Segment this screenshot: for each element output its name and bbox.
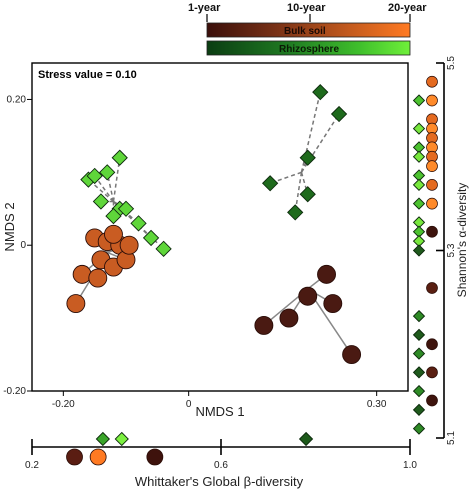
alpha-bulk-soil-point-11 (426, 282, 438, 294)
alpha-tick-label-2: 5.1 (446, 431, 457, 445)
beta-bulk-soil-point-1 (89, 448, 107, 466)
nmds-y-tick-label-0: 0.20 (7, 94, 27, 105)
nmds-x-axis-label: NMDS 1 (195, 404, 244, 419)
point-bulk-soil-old-1 (323, 294, 343, 313)
spider-line-rhizosphere-old-4 (300, 172, 309, 195)
nmds-y-tick-label-2: -0.20 (3, 386, 26, 397)
point-bulk-soil-old-2 (279, 308, 299, 328)
alpha-rhizosphere-point-0 (412, 94, 426, 107)
alpha-tick-label-0: 5.5 (446, 56, 457, 70)
alpha-bulk-soil-point-1 (426, 94, 438, 107)
point-rhizosphere-young-5 (105, 207, 122, 225)
beta-diversity-strip: 0.2 0.6 1.0 (25, 431, 417, 471)
spider-line-rhizosphere-old-1 (300, 113, 340, 173)
alpha-bulk-soil-point-9 (426, 197, 438, 210)
spider-line-rhizosphere-young-10 (94, 175, 115, 202)
spider-line-rhizosphere-old-3 (269, 171, 302, 184)
rhizosphere-legend-label: Rhizosphere (279, 44, 339, 55)
alpha-bulk-soil-point-13 (426, 366, 438, 379)
bulk-soil-legend-label: Bulk soil (284, 26, 326, 37)
point-bulk-soil-old-0 (317, 264, 336, 284)
alpha-rhizosphere-point-16 (412, 403, 426, 417)
alpha-bulk-soil-point-7 (426, 160, 438, 172)
point-rhizosphere-old-3 (261, 175, 279, 192)
stress-value-label: Stress value = 0.10 (38, 69, 137, 81)
point-bulk-soil-young-7 (72, 264, 92, 284)
beta-rhizosphere-point-0 (95, 431, 111, 447)
nmds-y-axis-label: NMDS 2 (2, 202, 17, 251)
point-rhizosphere-old-4 (299, 186, 316, 203)
alpha-bulk-soil-point-12 (426, 338, 438, 351)
alpha-rhizosphere-point-15 (412, 384, 426, 398)
alpha-rhizosphere-point-3 (412, 150, 426, 163)
alpha-rhizosphere-point-10 (412, 244, 426, 257)
alpha-diversity-strip: 5.5 5.3 5.1 (412, 56, 457, 445)
alpha-rhizosphere-point-6 (412, 197, 426, 210)
beta-tick-label-0: 0.2 (25, 460, 39, 471)
spider-line-rhizosphere-young-2 (112, 157, 121, 202)
alpha-bulk-soil-point-0 (426, 75, 438, 88)
point-rhizosphere-young-7 (117, 200, 135, 217)
alpha-rhizosphere-point-17 (412, 422, 426, 435)
alpha-tick-label-1: 5.3 (446, 243, 457, 257)
beta-bulk-soil-point-2 (146, 448, 164, 466)
nmds-axes: -0.20 0 0.30 0.20 0 -0.20 (3, 94, 387, 410)
beta-tick-label-1: 0.6 (214, 460, 228, 471)
point-rhizosphere-young-6 (130, 215, 147, 232)
point-bulk-soil-young-8 (66, 294, 86, 313)
point-bulk-soil-old-4 (298, 286, 318, 306)
alpha-bulk-soil-point-10 (426, 225, 438, 238)
point-rhizosphere-young-1 (99, 164, 116, 181)
point-rhizosphere-old-2 (299, 149, 316, 166)
point-rhizosphere-young-3 (92, 193, 110, 210)
nmds-plot-frame (31, 62, 409, 392)
rhizosphere-gradient-bar (206, 40, 411, 56)
alpha-bulk-soil-point-8 (426, 179, 438, 191)
spider-line-rhizosphere-young-0 (87, 179, 114, 203)
beta-bulk-soil-point-0 (66, 448, 83, 466)
point-rhizosphere-young-10 (86, 167, 103, 185)
nmds-marks (66, 84, 362, 365)
point-rhizosphere-old-1 (330, 105, 348, 123)
alpha-rhizosphere-point-13 (412, 347, 426, 360)
point-rhizosphere-young-2 (111, 149, 128, 166)
nmds-x-tick-label-1: 0 (186, 399, 192, 410)
alpha-rhizosphere-point-5 (412, 178, 426, 192)
legend-time-label-20: 20-year (388, 2, 427, 14)
alpha-rhizosphere-point-1 (412, 122, 426, 135)
spider-line-rhizosphere-old-2 (300, 157, 309, 173)
nmds-x-tick-label-2: 0.30 (367, 399, 387, 410)
legend-time-label-10: 10-year (287, 2, 326, 14)
beta-axis-label: Whittaker's Global β-diversity (135, 474, 304, 489)
point-rhizosphere-young-9 (155, 240, 172, 258)
alpha-bulk-soil-point-14 (426, 394, 438, 407)
point-bulk-soil-young-6 (104, 224, 123, 244)
bulk-soil-gradient-bar (206, 22, 411, 38)
alpha-rhizosphere-point-14 (412, 366, 426, 379)
point-bulk-soil-old-3 (254, 315, 274, 335)
legend-time-label-1: 1-year (188, 2, 221, 14)
beta-rhizosphere-point-1 (114, 431, 129, 447)
alpha-rhizosphere-point-12 (412, 328, 426, 342)
alpha-axis-label: Shannon's α-diversity (455, 183, 469, 298)
point-bulk-soil-old-5 (342, 345, 362, 365)
nmds-y-tick-label-1: 0 (20, 240, 26, 251)
point-rhizosphere-old-0 (312, 84, 329, 101)
point-rhizosphere-young-8 (142, 229, 160, 247)
nmds-x-tick-label-0: -0.20 (52, 399, 75, 410)
point-bulk-soil-young-10 (119, 235, 139, 255)
beta-tick-label-2: 1.0 (403, 460, 417, 471)
point-rhizosphere-old-5 (287, 204, 304, 221)
beta-rhizosphere-point-2 (298, 431, 314, 447)
alpha-rhizosphere-point-11 (412, 309, 426, 323)
point-bulk-soil-young-9 (88, 268, 108, 288)
